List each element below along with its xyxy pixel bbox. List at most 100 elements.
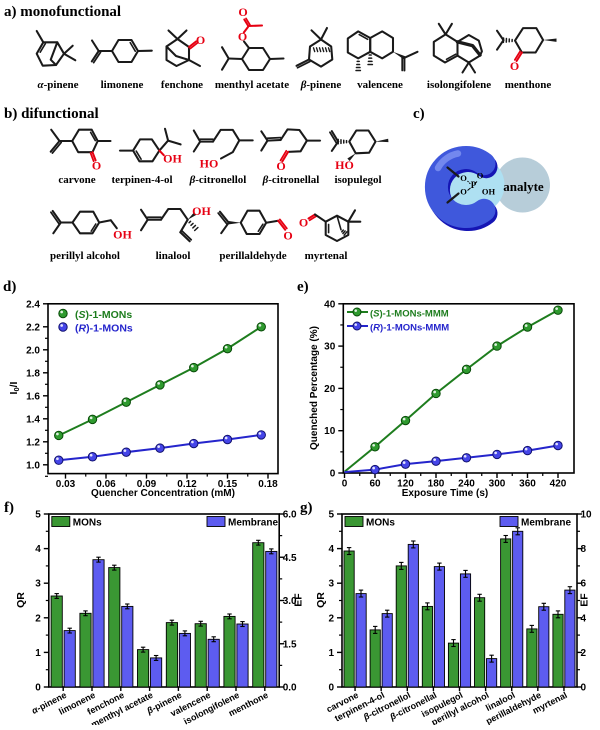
svg-text:(R)-1-MONs-MMM: (R)-1-MONs-MMM <box>370 323 449 334</box>
svg-text:3: 3 <box>35 579 41 590</box>
svg-text:0: 0 <box>328 683 334 694</box>
svg-text:α-pinene: α-pinene <box>38 79 79 91</box>
svg-text:1.2: 1.2 <box>26 437 40 448</box>
svg-text:O: O <box>92 159 101 173</box>
svg-text:4.5: 4.5 <box>283 553 297 564</box>
svg-text:6: 6 <box>581 579 587 590</box>
svg-text:OH: OH <box>113 228 132 242</box>
svg-text:e): e) <box>297 279 309 295</box>
svg-text:O: O <box>477 171 484 181</box>
svg-text:0.18: 0.18 <box>258 479 278 490</box>
svg-text:420: 420 <box>550 479 567 490</box>
svg-text:O: O <box>299 216 308 230</box>
svg-text:1.8: 1.8 <box>26 368 40 379</box>
svg-text:5: 5 <box>328 510 334 521</box>
svg-text:d): d) <box>3 279 16 295</box>
svg-text:4: 4 <box>328 544 334 555</box>
svg-text:1.6: 1.6 <box>26 391 40 402</box>
svg-text:40: 40 <box>324 299 336 310</box>
svg-text:menthyl acetate: menthyl acetate <box>215 79 289 91</box>
svg-text:2: 2 <box>581 648 587 659</box>
svg-text:isolongifolene: isolongifolene <box>427 79 491 91</box>
svg-text:2: 2 <box>328 613 334 624</box>
svg-text:O: O <box>460 187 467 197</box>
svg-text:OH: OH <box>482 187 496 197</box>
svg-text:2.2: 2.2 <box>26 322 40 333</box>
svg-text:O: O <box>276 159 285 173</box>
svg-text:0: 0 <box>35 683 41 694</box>
svg-text:MONs: MONs <box>73 518 102 529</box>
svg-text:isopulegol: isopulegol <box>334 174 381 186</box>
svg-text:30: 30 <box>324 342 336 353</box>
svg-text:2: 2 <box>35 613 41 624</box>
svg-text:1.0: 1.0 <box>26 460 40 471</box>
svg-text:terpinen-4-ol: terpinen-4-ol <box>111 174 172 186</box>
svg-text:Quenched Percentage (%): Quenched Percentage (%) <box>309 326 320 450</box>
svg-text:I0/I: I0/I <box>8 381 21 394</box>
svg-text:1.5: 1.5 <box>283 639 297 650</box>
svg-text:0: 0 <box>342 479 348 490</box>
svg-text:2.4: 2.4 <box>26 299 40 310</box>
svg-text:HO: HO <box>200 157 219 171</box>
svg-text:QR: QR <box>15 592 27 608</box>
svg-text:1.4: 1.4 <box>26 414 40 425</box>
svg-text:(R)-1-MONs: (R)-1-MONs <box>75 323 133 335</box>
svg-text:analyte: analyte <box>503 179 544 194</box>
svg-text:g): g) <box>300 500 313 516</box>
svg-text:c): c) <box>413 106 425 122</box>
svg-text:2.0: 2.0 <box>26 345 40 356</box>
svg-text:valencene: valencene <box>357 79 403 91</box>
svg-text:OH: OH <box>163 152 182 166</box>
svg-text:O: O <box>238 5 247 19</box>
svg-text:0.0: 0.0 <box>283 683 297 694</box>
svg-text:HO: HO <box>335 158 354 172</box>
svg-text:f): f) <box>4 500 14 516</box>
svg-text:MONs: MONs <box>366 518 395 529</box>
svg-text:(S)-1-MONs-MMM: (S)-1-MONs-MMM <box>370 309 449 320</box>
svg-text:60: 60 <box>369 479 381 490</box>
svg-text:1: 1 <box>328 648 334 659</box>
svg-text:O: O <box>510 59 519 73</box>
svg-text:QR: QR <box>315 592 327 608</box>
svg-text:O: O <box>283 229 292 243</box>
svg-text:β-citronellol: β-citronellol <box>189 174 247 186</box>
svg-text:fenchone: fenchone <box>161 79 203 91</box>
svg-text:4: 4 <box>35 544 41 555</box>
svg-text:β-pinene: β-pinene <box>300 79 342 91</box>
svg-text:300: 300 <box>489 479 506 490</box>
svg-text:3: 3 <box>328 579 334 590</box>
svg-text:5: 5 <box>35 510 41 521</box>
svg-text:0: 0 <box>330 469 336 480</box>
svg-text:10: 10 <box>581 510 593 521</box>
svg-text:carvone: carvone <box>58 174 95 186</box>
svg-text:b) difunctional: b) difunctional <box>4 106 99 122</box>
svg-text:menthone: menthone <box>505 79 552 91</box>
svg-text:Exposure Time (s): Exposure Time (s) <box>402 488 489 499</box>
svg-text:O: O <box>460 173 467 183</box>
svg-text:β-citronellal: β-citronellal <box>262 174 320 186</box>
svg-text:1: 1 <box>35 648 41 659</box>
svg-text:Membrane: Membrane <box>228 518 278 529</box>
svg-text:O: O <box>196 33 205 47</box>
svg-text:P: P <box>471 180 477 190</box>
svg-text:0: 0 <box>581 683 587 694</box>
svg-text:EF: EF <box>293 593 305 607</box>
svg-text:limonene: limonene <box>101 79 144 91</box>
svg-text:10: 10 <box>324 426 336 437</box>
svg-text:(S)-1-MONs: (S)-1-MONs <box>75 309 132 321</box>
svg-text:OH: OH <box>192 204 211 218</box>
svg-text:20: 20 <box>324 384 336 395</box>
svg-text:linalool: linalool <box>156 250 191 262</box>
svg-text:4: 4 <box>581 613 587 624</box>
svg-text:0.03: 0.03 <box>56 479 76 490</box>
svg-text:Quencher Concentration (mM): Quencher Concentration (mM) <box>91 488 235 499</box>
svg-text:myrtenal: myrtenal <box>305 250 348 262</box>
svg-text:EF: EF <box>579 593 591 607</box>
svg-text:8: 8 <box>581 544 587 555</box>
svg-text:Membrane: Membrane <box>521 518 571 529</box>
svg-text:6.0: 6.0 <box>283 510 297 521</box>
svg-text:perillyl alcohol: perillyl alcohol <box>50 250 120 262</box>
svg-text:perillaldehyde: perillaldehyde <box>219 250 286 262</box>
svg-text:a) monofunctional: a) monofunctional <box>4 4 121 20</box>
svg-text:360: 360 <box>519 479 536 490</box>
